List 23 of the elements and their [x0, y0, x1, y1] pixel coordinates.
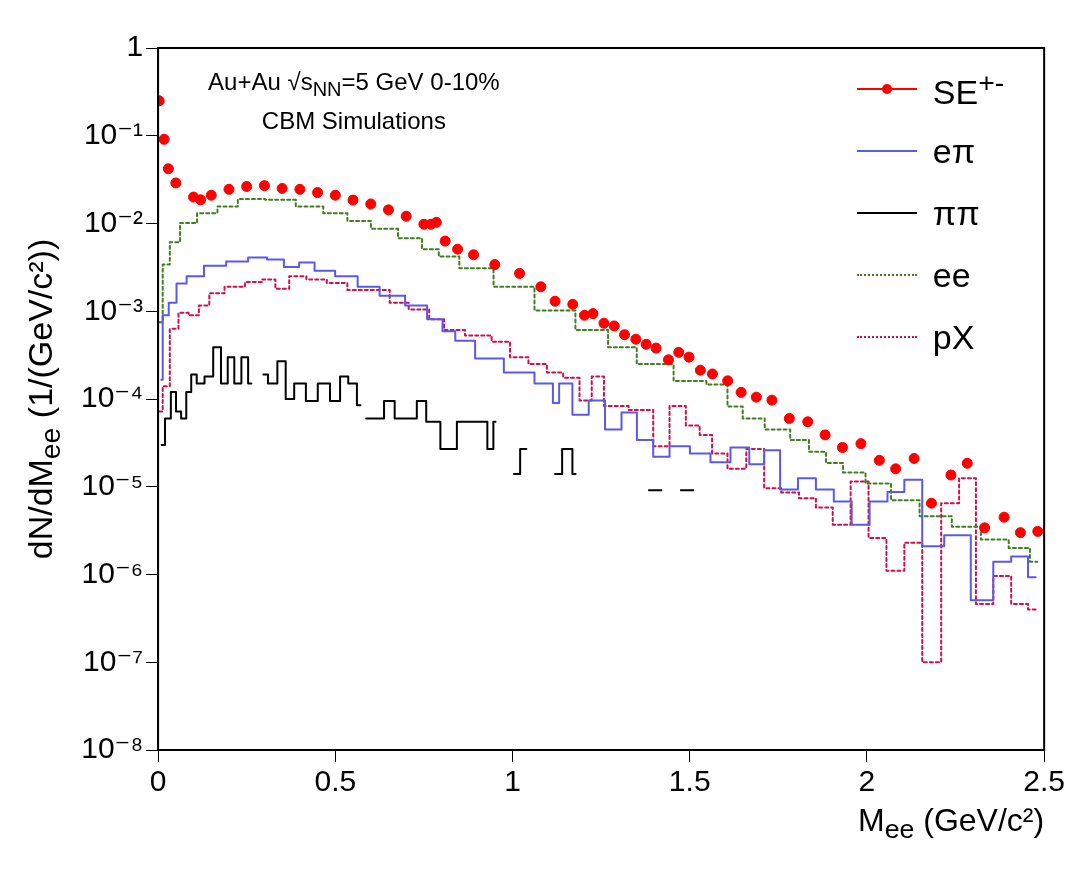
y-tick-label: 10⁻¹ — [83, 117, 144, 151]
x-tick-label: 2 — [858, 764, 876, 798]
annotation: Au+Au √s$_{NN}$=5 GeV 0-10% — [208, 67, 500, 102]
x-tick-label: 0.5 — [314, 764, 357, 798]
y-tick-label: 10⁻⁶ — [81, 555, 144, 589]
y-tick-label: 10⁻⁷ — [83, 643, 144, 677]
legend-label: eπ — [932, 131, 976, 171]
legend-label: ππ — [932, 193, 980, 233]
y-tick-label: 10⁻⁵ — [81, 468, 144, 502]
x-tick-label: 1 — [504, 764, 521, 798]
x-tick-label: 1.5 — [668, 764, 711, 798]
y-tick-label: 10⁻⁴ — [80, 380, 144, 414]
y-tick-label: 1 — [126, 29, 144, 63]
x-tick-label: 2.5 — [1023, 764, 1066, 798]
y-tick-label: 10⁻² — [83, 204, 144, 238]
annotation: CBM Simulations — [260, 105, 447, 136]
y-tick-label: 10⁻³ — [83, 292, 144, 326]
legend-label: ee — [932, 255, 971, 295]
y-tick-label: 10⁻⁸ — [81, 731, 144, 765]
x-tick-label: 0 — [149, 764, 167, 798]
legend-label: SE$^{+-}$ — [932, 65, 1005, 113]
legend-label: pX — [932, 317, 975, 357]
x-axis-title: M$_{ee}$ (GeV/c²) — [858, 802, 1045, 846]
